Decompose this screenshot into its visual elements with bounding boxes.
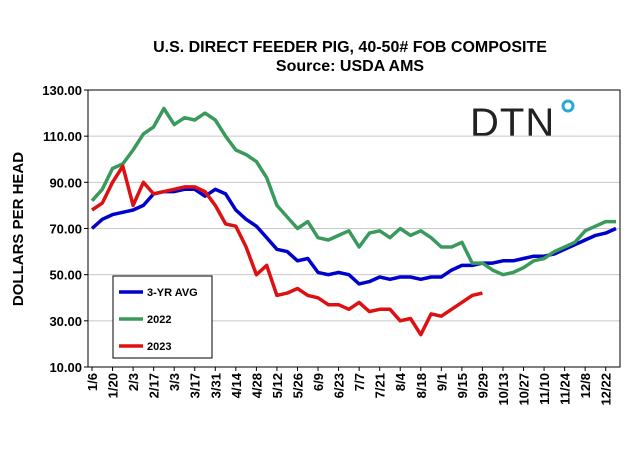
legend-label: 2022 [147,314,171,326]
chart-title: U.S. DIRECT FEEDER PIG, 40-50# FOB COMPO… [153,39,547,56]
x-tick-label: 9/15 [455,373,470,398]
x-tick-label: 4/28 [249,373,264,398]
y-tick-label: 130.00 [42,83,82,98]
x-tick-label: 1/6 [85,373,100,391]
x-tick-label: 3/31 [208,373,223,398]
x-tick-label: 11/10 [537,373,552,405]
x-tick-label: 1/20 [106,373,121,398]
chart-subtitle: Source: USDA AMS [276,58,424,75]
y-tick-label: 50.00 [49,268,82,283]
x-tick-label: 10/27 [517,373,532,406]
y-tick-label: 70.00 [49,222,82,237]
x-tick-label: 12/8 [578,373,593,398]
series-line [90,187,617,286]
x-tick-label: 7/7 [352,373,367,391]
series-line [90,106,616,277]
series-line [91,164,483,337]
x-tick-label: 3/3 [167,373,182,391]
y-tick-label: 30.00 [49,314,82,329]
y-tick-label: 90.00 [49,175,82,190]
logo-dot [561,99,575,113]
x-tick-label: 3/17 [188,373,203,398]
x-tick-label: 9/1 [434,373,449,391]
y-tick-label: 110.00 [43,129,82,144]
x-tick-label: 5/26 [290,373,305,398]
x-tick-label: 10/13 [496,373,511,406]
logo: DTN [470,101,555,145]
y-axis-label: DOLLARS PER HEAD [10,152,27,306]
x-tick-label: 6/23 [332,373,347,398]
y-tick-label: 10.00 [49,360,82,375]
legend-label: 3-YR AVG [147,287,198,299]
x-tick-label: 8/4 [393,372,408,391]
x-tick-label: 6/9 [311,373,326,391]
plot-frame [87,89,621,368]
x-tick-label: 2/17 [147,373,162,398]
x-tick-label: 5/12 [270,373,285,398]
x-tick-label: 7/21 [373,373,388,398]
x-tick-label: 8/18 [414,373,429,398]
x-tick-label: 11/24 [558,372,573,405]
x-tick-label: 9/29 [475,373,490,398]
legend-label: 2023 [147,341,171,353]
x-tick-label: 2/3 [126,373,141,391]
x-tick-label: 4/14 [229,372,244,398]
x-tick-label: 12/22 [599,373,614,406]
